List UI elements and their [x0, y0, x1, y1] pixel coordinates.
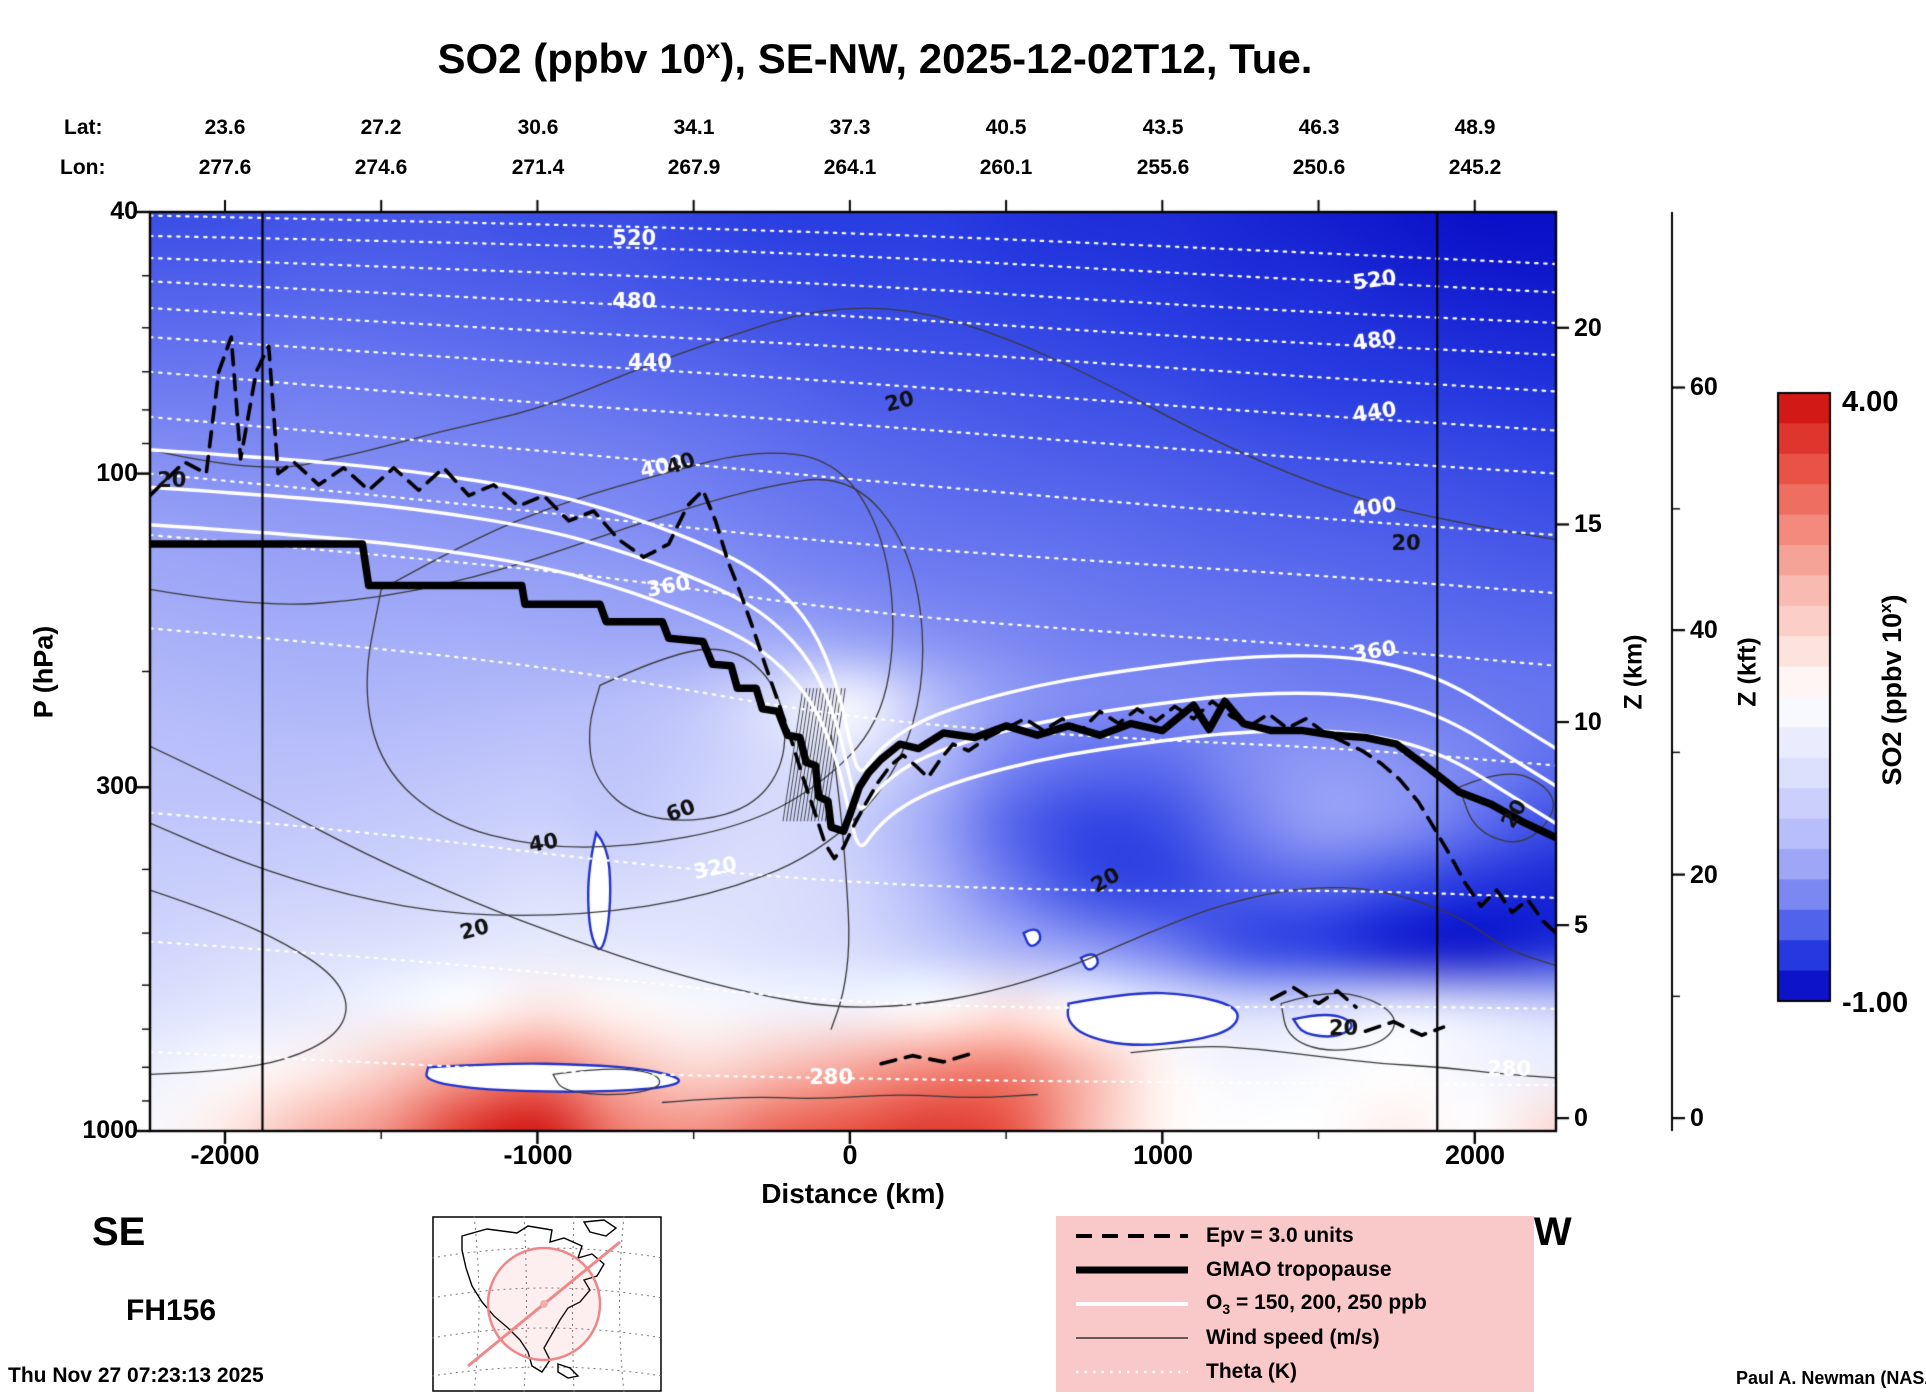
legend-row-ozone: O3 = 150, 200, 250 ppb — [1056, 1287, 1534, 1321]
lat-tick: 34.1 — [673, 116, 715, 139]
z-km-tick: 10 — [1574, 708, 1602, 736]
p-tick: 1000 — [82, 1116, 138, 1144]
legend-row-wind: Wind speed (m/s) — [1056, 1321, 1534, 1355]
legend-row-tropopause: GMAO tropopause — [1056, 1253, 1534, 1287]
legend-label-ozone: O3 = 150, 200, 250 ppb — [1206, 1290, 1427, 1318]
epv-line-sample-icon — [1076, 1234, 1188, 1238]
z-km-axis-label: Z (km) — [1619, 634, 1648, 710]
colorbar-title-superscript: x — [1876, 603, 1895, 613]
lat-tick: 46.3 — [1298, 116, 1340, 139]
x-tick: -1000 — [503, 1140, 573, 1170]
cross-section-center-dot — [540, 1300, 548, 1308]
p-tick: 40 — [110, 197, 138, 225]
page-title: SO2 (ppbv 10x), SE-NW, 2025-12-02T12, Tu… — [150, 34, 1600, 83]
p-axis-label: P (hPa) — [28, 625, 59, 719]
p-tick: 300 — [96, 772, 138, 800]
colorbar-title: SO2 (ppbv 10x) — [1876, 594, 1908, 785]
lon-tick: 260.1 — [979, 156, 1033, 179]
title-suffix: ), SE-NW, 2025-12-02T12, Tue. — [720, 35, 1313, 82]
lat-tick: 48.9 — [1454, 116, 1496, 139]
z-km-tick: 5 — [1574, 911, 1588, 939]
colorbar-title-prefix: SO2 (ppbv 10 — [1877, 612, 1907, 786]
lat-tick: 30.6 — [517, 116, 559, 139]
x-tick: -2000 — [190, 1140, 260, 1170]
z-kft-tick: 40 — [1690, 616, 1718, 644]
x-tick: 0 — [842, 1140, 858, 1170]
lon-tick: 271.4 — [511, 156, 565, 179]
title-superscript: x — [705, 34, 721, 64]
colorbar-min-label: -1.00 — [1842, 987, 1909, 1019]
legend-label-theta: Theta (K) — [1206, 1360, 1297, 1383]
lon-tick: 267.9 — [667, 156, 721, 179]
lat-tick: 40.5 — [985, 116, 1027, 139]
x-tick: 1000 — [1132, 1140, 1194, 1170]
title-prefix: SO2 (ppbv 10 — [437, 35, 706, 82]
legend-row-theta: Theta (K) — [1056, 1355, 1534, 1389]
legend-label-tropopause: GMAO tropopause — [1206, 1258, 1392, 1281]
inset-map — [432, 1216, 662, 1392]
legend-label-wind: Wind speed (m/s) — [1206, 1326, 1380, 1349]
lat-tick: 27.2 — [360, 116, 402, 139]
colorbar-max-label: 4.00 — [1842, 386, 1899, 418]
z-km-tick: 20 — [1574, 314, 1602, 342]
x-axis-label: Distance (km) — [761, 1178, 945, 1209]
lon-tick: 255.6 — [1136, 156, 1190, 179]
map-coastline — [461, 1219, 618, 1379]
timestamp: Thu Nov 27 07:23:13 2025 — [8, 1364, 264, 1387]
lon-tick: 245.2 — [1448, 156, 1502, 179]
lat-tick: 37.3 — [829, 116, 871, 139]
lon-tick: 274.6 — [354, 156, 408, 179]
z-km-tick: 15 — [1574, 510, 1602, 538]
lon-tick: 264.1 — [823, 156, 877, 179]
z-km-tick: 0 — [1574, 1104, 1588, 1132]
z-kft-tick: 60 — [1690, 373, 1718, 401]
p-tick: 100 — [96, 459, 138, 487]
z-kft-tick: 0 — [1690, 1104, 1704, 1132]
lat-axis-label: Lat: — [64, 116, 103, 139]
z-kft-axis-label: Z (kft) — [1733, 637, 1762, 707]
legend: Epv = 3.0 units GMAO tropopause O3 = 150… — [1056, 1216, 1534, 1392]
lon-tick: 277.6 — [198, 156, 252, 179]
lat-tick: 43.5 — [1142, 116, 1184, 139]
x-tick: 2000 — [1444, 1140, 1506, 1170]
theta-line-sample-icon — [1076, 1370, 1188, 1374]
legend-row-epv: Epv = 3.0 units — [1056, 1219, 1534, 1253]
tropopause-line-sample-icon — [1076, 1266, 1188, 1274]
wind-line-sample-icon — [1076, 1337, 1188, 1339]
z-kft-tick: 20 — [1690, 861, 1718, 889]
credit: Paul A. Newman (NASA — [1736, 1368, 1926, 1388]
legend-label-epv: Epv = 3.0 units — [1206, 1224, 1354, 1247]
forecast-hour-label: FH156 — [126, 1294, 217, 1327]
ozone-line-sample-icon — [1076, 1302, 1188, 1306]
lat-tick: 23.6 — [204, 116, 246, 139]
lon-tick: 250.6 — [1292, 156, 1346, 179]
corner-label-se: SE — [92, 1210, 146, 1254]
lon-axis-label: Lon: — [60, 156, 106, 179]
colorbar-title-suffix: ) — [1877, 594, 1907, 604]
